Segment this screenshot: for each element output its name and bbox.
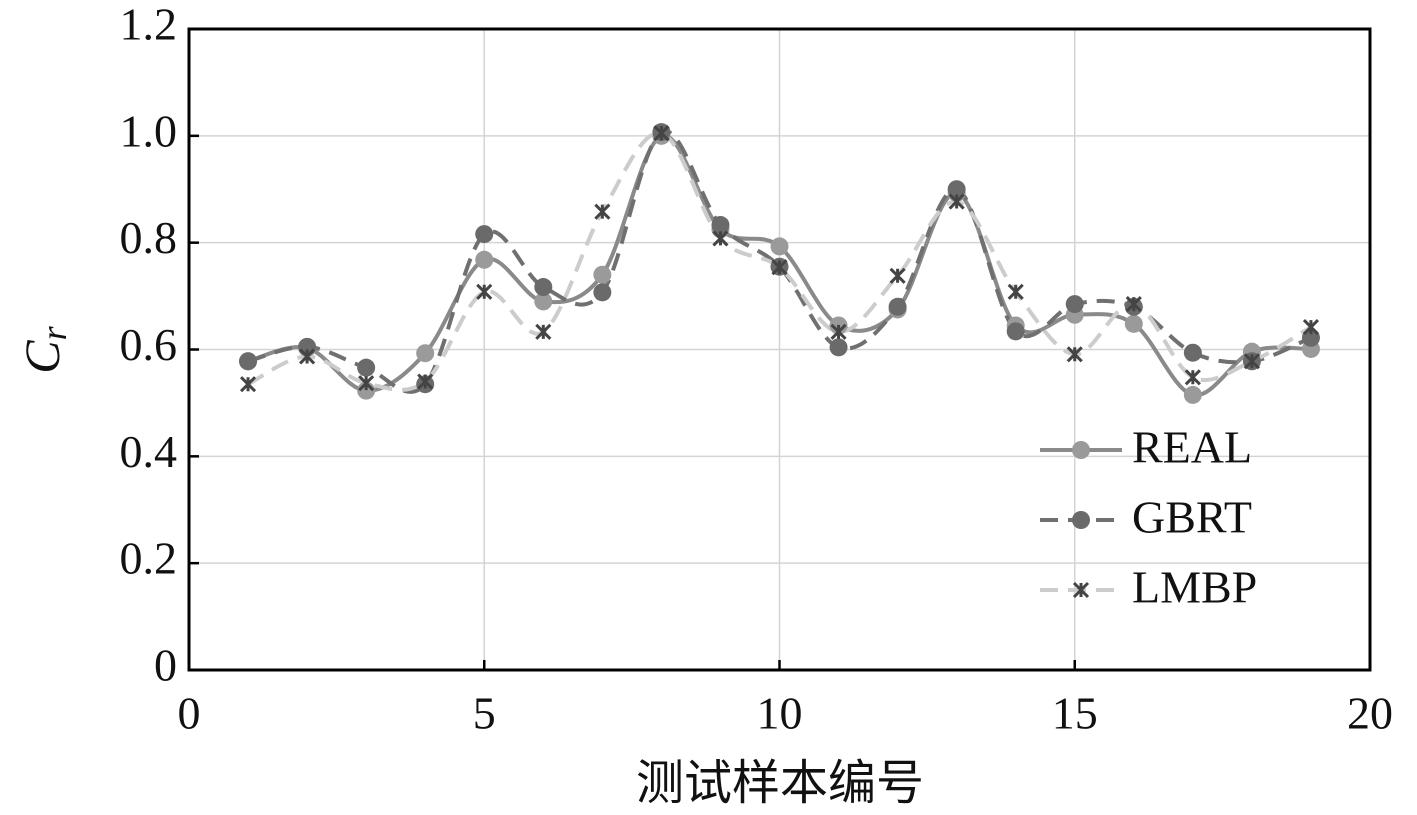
- data-point: [239, 376, 257, 393]
- data-point: [1066, 346, 1083, 363]
- data-point: [594, 203, 611, 220]
- data-point: [239, 352, 258, 371]
- data-point: [889, 267, 906, 284]
- x-tick-label: 10: [757, 688, 803, 739]
- data-point: [829, 338, 848, 357]
- legend-marker: [1072, 581, 1090, 599]
- data-point: [712, 230, 729, 247]
- y-axis-label: Cr: [14, 325, 74, 373]
- data-point: [358, 375, 375, 392]
- data-point: [535, 323, 552, 340]
- x-tick-label: 0: [178, 688, 201, 739]
- x-axis-label: 测试样本编号: [636, 757, 924, 810]
- data-point: [711, 216, 730, 235]
- data-point: [1183, 385, 1202, 404]
- data-point: [534, 278, 553, 297]
- y-tick-label: 1.0: [120, 105, 178, 156]
- x-tick-label: 20: [1347, 688, 1393, 739]
- y-tick-label: 1.2: [120, 0, 178, 50]
- data-point: [534, 292, 553, 311]
- y-tick-label: 0.2: [120, 533, 178, 584]
- data-point: [1125, 296, 1142, 313]
- series-line: [247, 129, 1312, 394]
- data-point: [417, 373, 434, 390]
- data-point: [1006, 322, 1025, 341]
- y-tick-label: 0.6: [120, 319, 178, 370]
- data-point: [1184, 369, 1201, 386]
- data-point: [475, 250, 494, 269]
- data-point: [948, 193, 965, 210]
- legend-label: GBRT: [1132, 492, 1252, 543]
- x-tick-label: 5: [473, 688, 496, 739]
- data-point: [357, 358, 376, 377]
- y-tick-label: 0: [154, 640, 177, 691]
- x-tick-label: 15: [1052, 688, 1098, 739]
- y-tick-label: 0.8: [120, 212, 178, 263]
- data-point: [770, 237, 789, 256]
- data-point: [1183, 343, 1202, 362]
- data-point: [593, 283, 612, 302]
- data-point: [1243, 353, 1260, 370]
- data-point: [947, 180, 966, 199]
- data-point: [1302, 319, 1320, 336]
- y-axis-label-sub: r: [34, 325, 74, 340]
- data-point: [1065, 295, 1084, 314]
- legend-label: REAL: [1132, 422, 1252, 473]
- data-point: [653, 125, 670, 142]
- data-point: [1124, 314, 1143, 333]
- y-axis-label-base: C: [14, 340, 70, 374]
- data-point: [476, 283, 493, 300]
- y-tick-label: 0.4: [120, 426, 178, 477]
- data-point: [888, 297, 907, 316]
- data-point: [593, 265, 612, 284]
- data-point: [299, 348, 316, 365]
- legend-marker: [1072, 511, 1090, 529]
- legend-label: LMBP: [1132, 562, 1257, 613]
- data-point: [830, 323, 847, 340]
- legend-marker: [1072, 441, 1090, 459]
- data-point: [416, 344, 435, 363]
- data-point: [475, 225, 494, 244]
- plot-frame: [187, 27, 1372, 672]
- data-point: [771, 259, 788, 276]
- data-point: [1007, 283, 1024, 300]
